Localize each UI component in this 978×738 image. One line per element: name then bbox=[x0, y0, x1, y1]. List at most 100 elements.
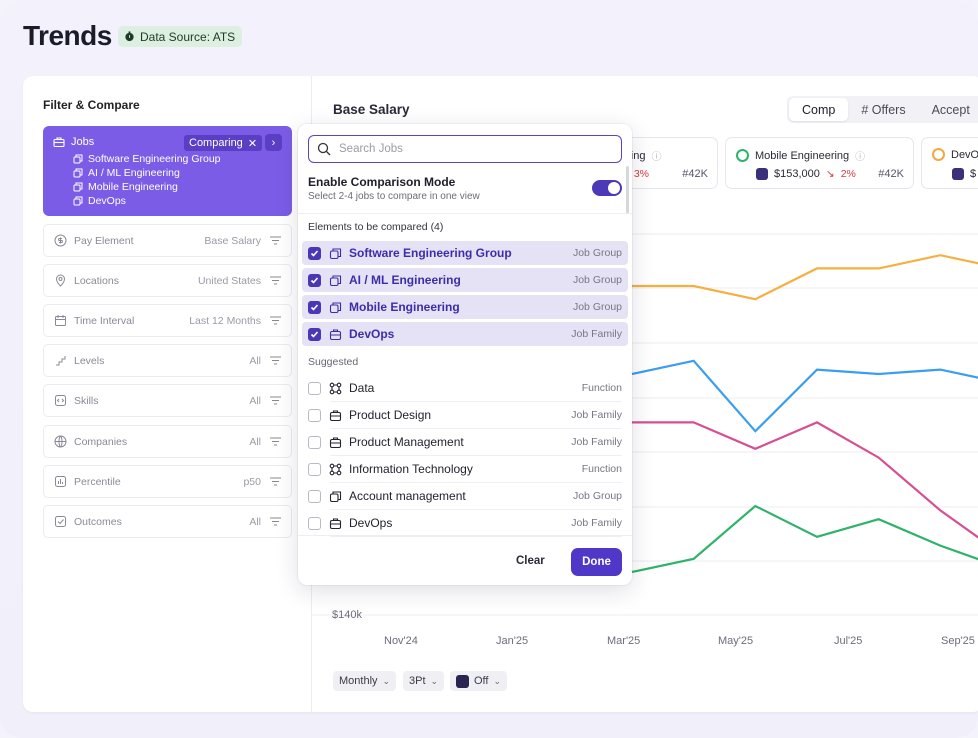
points-select[interactable]: 3Pt ⌄ bbox=[403, 671, 445, 691]
filter-locations[interactable]: Locations United States bbox=[43, 264, 292, 297]
filter-levels[interactable]: Levels All bbox=[43, 344, 292, 377]
filter-lines-icon bbox=[270, 276, 281, 285]
done-button[interactable]: Done bbox=[571, 548, 622, 576]
function-icon bbox=[329, 382, 342, 394]
filter-percentile[interactable]: Percentile p50 bbox=[43, 465, 292, 498]
x-tick-label: Sep'25 bbox=[941, 635, 975, 647]
chevron-down-icon: ⌄ bbox=[493, 675, 502, 686]
job-group-icon bbox=[73, 168, 83, 178]
filter-lines-icon bbox=[270, 517, 281, 526]
filter-companies[interactable]: Companies All bbox=[43, 425, 292, 458]
filter-skills[interactable]: Skills All bbox=[43, 384, 292, 417]
tab-comp[interactable]: Comp bbox=[789, 98, 849, 121]
close-icon[interactable]: ✕ bbox=[247, 137, 258, 150]
divider bbox=[330, 428, 622, 429]
chevron-down-icon: ⌄ bbox=[382, 675, 391, 686]
x-tick-label: Jul'25 bbox=[834, 635, 863, 647]
tab-offers[interactable]: # Offers bbox=[861, 102, 906, 117]
divider bbox=[330, 509, 622, 510]
list-item[interactable]: AI / ML Engineering Job Group bbox=[302, 268, 628, 292]
filter-time-interval[interactable]: Time Interval Last 12 Months bbox=[43, 304, 292, 337]
filter-lines-icon bbox=[270, 396, 281, 405]
x-tick-label: Nov'24 bbox=[384, 635, 418, 647]
option-type: Job Group bbox=[572, 490, 622, 502]
filter-lines-icon bbox=[270, 356, 281, 365]
job-group-icon bbox=[73, 196, 83, 206]
series-marker bbox=[932, 148, 945, 161]
globe-icon bbox=[952, 168, 964, 180]
job-family-icon bbox=[329, 328, 342, 340]
job-group-icon bbox=[329, 274, 342, 286]
option-type: Job Group bbox=[572, 274, 622, 286]
legend-card[interactable]: Mobile Engineering ⓘ $153,000 ↘ 2% #42K bbox=[725, 137, 914, 189]
divider bbox=[298, 535, 632, 536]
job-family-icon bbox=[329, 436, 342, 448]
option-type: Job Family bbox=[571, 436, 622, 448]
list-item: DevOps bbox=[73, 194, 221, 208]
checkbox[interactable] bbox=[308, 462, 321, 476]
interval-select[interactable]: Monthly ⌄ bbox=[333, 671, 397, 691]
list-item[interactable]: DevOps Job Family bbox=[302, 322, 628, 346]
series-line bbox=[631, 504, 978, 574]
checkbox[interactable] bbox=[308, 435, 321, 449]
clear-button[interactable]: Clear bbox=[516, 555, 545, 567]
list-item[interactable]: Product Management Job Family bbox=[302, 430, 628, 456]
search-icon bbox=[317, 142, 331, 156]
option-label: DevOps bbox=[349, 327, 395, 341]
list-item[interactable]: Information Technology Function bbox=[302, 457, 628, 483]
list-item[interactable]: Data Function bbox=[302, 376, 628, 402]
data-source-badge: Data Source: ATS bbox=[118, 26, 243, 47]
checkbox[interactable] bbox=[308, 300, 321, 314]
option-type: Job Family bbox=[571, 409, 622, 421]
filter-lines-icon bbox=[270, 236, 281, 245]
list-item[interactable]: Product Design Job Family bbox=[302, 403, 628, 429]
jobs-dropdown: Enable Comparison Mode Select 2-4 jobs t… bbox=[298, 124, 632, 585]
comparison-mode-subtitle: Select 2-4 jobs to compare in one view bbox=[308, 191, 480, 202]
job-family-icon bbox=[329, 517, 342, 529]
checkbox[interactable] bbox=[308, 408, 321, 422]
list-item: Mobile Engineering bbox=[73, 180, 221, 194]
divider bbox=[330, 482, 622, 483]
divider bbox=[330, 536, 622, 537]
job-group-icon bbox=[329, 247, 342, 259]
list-item[interactable]: Software Engineering Group Job Group bbox=[302, 241, 628, 265]
overlay-select[interactable]: Off ⌄ bbox=[450, 671, 508, 691]
filter-outcomes[interactable]: Outcomes All bbox=[43, 505, 292, 538]
jobs-filter-card[interactable]: Jobs Comparing ✕ › Software Engineering … bbox=[43, 126, 292, 216]
info-icon: ⓘ bbox=[855, 152, 866, 163]
comparison-toggle[interactable] bbox=[592, 180, 622, 196]
checkbox[interactable] bbox=[308, 489, 321, 503]
suggested-section-label: Suggested bbox=[308, 356, 359, 368]
comparing-text: Comparing bbox=[189, 137, 243, 149]
comparing-pill[interactable]: Comparing ✕ bbox=[184, 135, 263, 151]
series-marker bbox=[736, 149, 749, 162]
search-box[interactable] bbox=[308, 135, 622, 163]
option-type: Job Group bbox=[572, 301, 622, 313]
scrollbar[interactable] bbox=[626, 166, 629, 214]
info-icon: ⓘ bbox=[651, 152, 662, 163]
filter-pay-element[interactable]: Pay Element Base Salary bbox=[43, 224, 292, 257]
briefcase-icon bbox=[53, 137, 65, 148]
checkbox[interactable] bbox=[308, 327, 321, 341]
list-item[interactable]: Mobile Engineering Job Group bbox=[302, 295, 628, 319]
page-title: Trends bbox=[23, 20, 112, 51]
legend-card[interactable]: DevOps $ bbox=[921, 137, 978, 189]
checkbox[interactable] bbox=[308, 381, 321, 395]
divider bbox=[298, 213, 632, 214]
checkbox[interactable] bbox=[308, 273, 321, 287]
job-family-icon bbox=[329, 409, 342, 421]
option-label: Data bbox=[349, 381, 375, 395]
search-input[interactable] bbox=[339, 143, 599, 155]
series-line bbox=[632, 254, 978, 301]
option-type: Job Family bbox=[571, 328, 622, 340]
option-label: DevOps bbox=[349, 516, 393, 530]
checkbox[interactable] bbox=[308, 246, 321, 260]
list-item[interactable]: Account management Job Group bbox=[302, 484, 628, 510]
list-item[interactable]: DevOps Job Family bbox=[302, 511, 628, 537]
tab-accept[interactable]: Accept bbox=[931, 102, 970, 117]
job-group-icon bbox=[73, 182, 83, 192]
checkbox[interactable] bbox=[308, 516, 321, 530]
dollar-icon bbox=[54, 234, 67, 247]
chevron-right-icon[interactable]: › bbox=[265, 134, 282, 151]
option-type: Function bbox=[581, 382, 622, 394]
